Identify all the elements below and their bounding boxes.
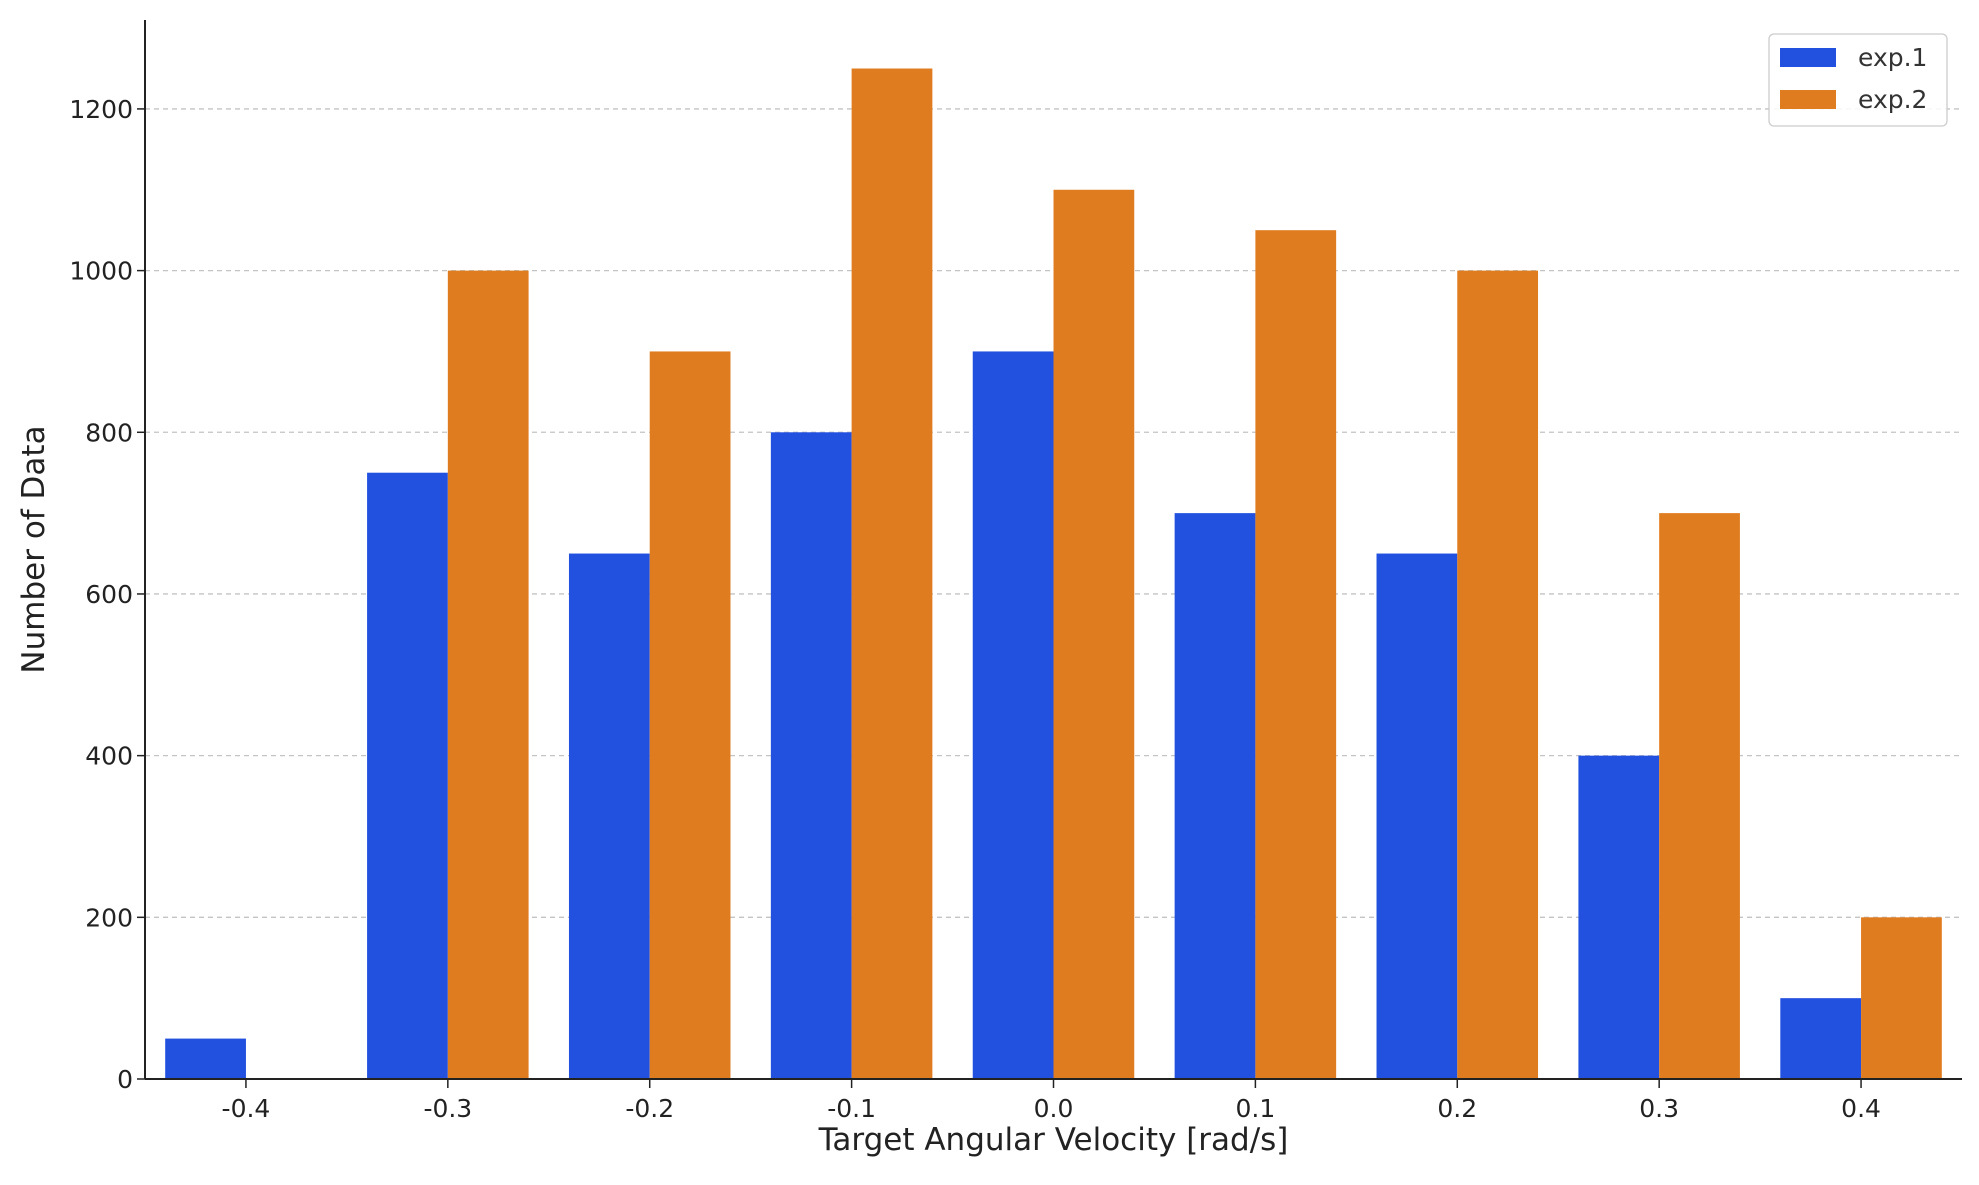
bar-exp2-0.3 [1659, 513, 1740, 1079]
bar-exp1--0.3 [367, 472, 448, 1080]
ticks: 0 200 400 600 800 1000 1200 -0.4 -0.3 -0.2 -0.1 0.0… [69, 95, 1881, 1123]
x-tick-label--0.2: -0.2 [625, 1094, 674, 1123]
bar-exp2--0.3 [447, 270, 529, 1080]
x-tick-label--0.4: -0.4 [222, 1094, 271, 1123]
x-axis-title: Target Angular Velocity [rad/s] [818, 1122, 1289, 1158]
x-tick-label--0.3: -0.3 [423, 1094, 472, 1123]
legend: exp.1 exp.2 [1768, 33, 1948, 127]
bar-exp2--0.2 [649, 351, 731, 1079]
y-tick-label-600: 600 [85, 580, 133, 609]
x-tick-label--0.1: -0.1 [827, 1094, 876, 1123]
x-tick-label-0.3: 0.3 [1639, 1094, 1679, 1123]
bar-exp2-0.4 [1861, 917, 1942, 1079]
bar-exp2-0.1 [1255, 230, 1337, 1079]
bar-exp2--0.1 [851, 68, 933, 1080]
y-tick-label-1000: 1000 [69, 257, 133, 286]
y-tick-label-0: 0 [117, 1065, 133, 1094]
x-tick-label-0.2: 0.2 [1437, 1094, 1477, 1123]
legend-label-exp1: exp.1 [1858, 43, 1927, 72]
bar-exp1-0.1 [1174, 513, 1256, 1079]
legend-swatch-exp2 [1780, 90, 1836, 109]
bar-exp1--0.2 [568, 553, 650, 1079]
bar-exp1-0.2 [1376, 553, 1458, 1079]
y-tick-label-400: 400 [85, 742, 133, 771]
bars [165, 68, 1942, 1080]
x-tick-label-0.1: 0.1 [1236, 1094, 1276, 1123]
y-tick-label-1200: 1200 [69, 95, 133, 124]
x-tick-label-0.4: 0.4 [1841, 1094, 1881, 1123]
bar-exp1--0.1 [770, 432, 852, 1079]
bar-exp1--0.4 [165, 1038, 246, 1079]
y-axis-title: Number of Data [16, 425, 52, 673]
bar-exp1-0.3 [1578, 755, 1660, 1079]
bar-exp2-0.2 [1457, 270, 1539, 1080]
y-tick-label-800: 800 [85, 418, 133, 447]
bar-exp1-0.0 [972, 351, 1054, 1079]
bar-exp2-0.0 [1053, 189, 1135, 1079]
bar-exp1-0.4 [1780, 998, 1862, 1079]
x-tick-label-0.0: 0.0 [1034, 1094, 1074, 1123]
legend-swatch-exp1 [1780, 48, 1836, 67]
y-tick-label-200: 200 [85, 903, 133, 932]
legend-label-exp2: exp.2 [1858, 85, 1927, 114]
